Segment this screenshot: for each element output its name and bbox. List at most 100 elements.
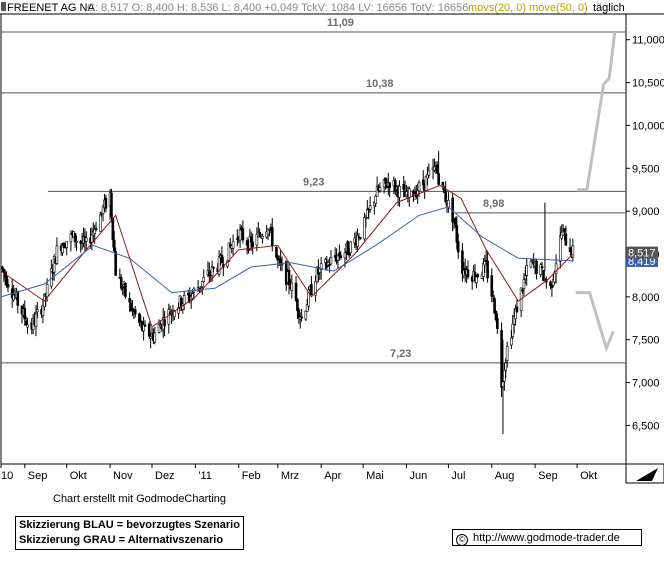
candle-body-109 — [212, 267, 215, 269]
candle-body-270 — [529, 261, 533, 268]
candle-body-19 — [36, 309, 39, 313]
candle-body-69 — [133, 309, 137, 315]
candle-body-184 — [359, 237, 362, 239]
candle-body-104 — [202, 276, 206, 282]
candle-body-124 — [241, 228, 245, 241]
candle-body-74 — [143, 324, 147, 327]
candle-body-119 — [231, 241, 235, 249]
candle-body-264 — [515, 306, 519, 313]
candle-body-204 — [398, 185, 401, 198]
candle-body-147 — [287, 270, 291, 286]
candle-body-0 — [1, 266, 4, 270]
candle-body-194 — [378, 187, 382, 192]
candle-body-134 — [261, 235, 264, 239]
legend-grey: Skizzierung GRAU = Alternativszenario — [19, 534, 224, 546]
last-price-tag-text: 8,517 — [628, 248, 656, 260]
level-label-4: 7,23 — [390, 348, 411, 360]
candle-body-244 — [476, 274, 480, 277]
candle-body-255 — [500, 330, 503, 388]
candle-body-223 — [435, 164, 439, 174]
candle-body-54 — [104, 197, 108, 209]
candle-body-64 — [124, 282, 127, 297]
candle-body-139 — [270, 227, 274, 247]
x-tick-label-1: Sep — [28, 470, 48, 482]
source-url[interactable]: © http://www.godmode-trader.de — [452, 529, 642, 546]
candle-body-49 — [94, 228, 98, 231]
candle-body-201 — [393, 180, 397, 192]
candle-body-224 — [437, 173, 440, 185]
candle-body-111 — [217, 256, 221, 275]
scroll-corner-box[interactable] — [625, 463, 664, 484]
series-line-0 — [0, 184, 574, 328]
level-label-3: 8,98 — [483, 198, 504, 210]
candle-body-84 — [163, 319, 166, 327]
candle-body-177 — [346, 241, 350, 255]
candle-body-132 — [258, 231, 261, 236]
candle-body-246 — [482, 263, 485, 277]
candle-body-95 — [187, 293, 190, 296]
scroll-arrow-icon[interactable] — [636, 468, 658, 481]
scroll-corner[interactable] — [625, 463, 664, 484]
candle-body-29 — [55, 245, 59, 264]
candle-body-79 — [153, 332, 157, 343]
candle-body-199 — [388, 182, 392, 189]
y-tick-label-3: 8,000 — [632, 292, 660, 304]
header-quote: C: 8,517 O: 8,400 H: 8,536 L: 8,400 +0,0… — [87, 2, 468, 14]
candle-body-168 — [328, 264, 331, 266]
chart-header: FREENET AG NA C: 8,517 O: 8,400 H: 8,536… — [1, 2, 625, 14]
y-tick-label-9: 11,000 — [632, 35, 664, 47]
candle-body-257 — [503, 369, 506, 382]
candle-body-48 — [93, 229, 96, 234]
candle-body-185 — [363, 217, 366, 240]
candle-body-174 — [339, 255, 343, 259]
x-tick-label-6: Feb — [242, 470, 261, 482]
candle-body-128 — [249, 237, 253, 243]
source-url-text[interactable]: http://www.godmode-trader.de — [473, 532, 620, 544]
candle-body-285 — [558, 235, 562, 262]
candle-body-280 — [549, 281, 552, 287]
candle-body-94 — [182, 295, 186, 306]
header-ma-label: movs(20, 0) move(50, 0) — [468, 2, 588, 14]
candle-body-169 — [329, 256, 333, 265]
candle-body-189 — [368, 205, 372, 210]
candle-body-76 — [149, 336, 152, 339]
x-tick-label-14: Okt — [580, 470, 597, 482]
candle-body-292 — [571, 245, 575, 258]
candle-body-14 — [26, 324, 29, 328]
y-tick-label-6: 9,500 — [632, 163, 660, 175]
ema-tag-text: 8,419 — [628, 256, 656, 268]
candle-body-50 — [98, 214, 102, 232]
candle-body-150 — [294, 282, 298, 301]
candle-body-98 — [191, 293, 194, 299]
candle-body-57 — [111, 217, 115, 241]
candle-body-178 — [347, 252, 351, 256]
candle-body-12 — [23, 307, 27, 320]
level-label-2: 9,23 — [303, 176, 324, 188]
y-tick-label-5: 9,000 — [632, 206, 660, 218]
y-tick-label-8: 10,500 — [632, 78, 664, 90]
candle-body-256 — [501, 381, 505, 387]
x-tick-label-5: '11 — [198, 470, 212, 482]
candle-body-116 — [227, 242, 231, 263]
candle-body-13 — [24, 320, 28, 326]
candle-body-67 — [131, 307, 134, 310]
candle-body-75 — [147, 323, 151, 337]
candle-body-217 — [424, 176, 428, 191]
x-axis: 10 Sep Okt Nov Dez '11 Feb Mrz Apr Mai Jun Jul Aug Se… — [0, 464, 597, 482]
candle-body-250 — [490, 275, 494, 297]
candle-body-278 — [543, 277, 547, 280]
candle-body-259 — [505, 346, 509, 361]
symbol-marker — [1, 2, 6, 11]
candle-body-227 — [444, 190, 447, 202]
candle-body-56 — [110, 192, 113, 218]
candle-body-182 — [356, 235, 359, 247]
candle-body-271 — [531, 259, 534, 262]
scenario-legend: Skizzierung BLAU = bevorzugtes Szenario … — [15, 516, 244, 550]
candle-body-46 — [90, 234, 94, 243]
x-tick-label-12: Aug — [495, 470, 515, 482]
y-tick-label-7: 10,000 — [632, 120, 664, 132]
candle-body-62 — [121, 286, 124, 289]
candle-body-21 — [41, 305, 45, 316]
